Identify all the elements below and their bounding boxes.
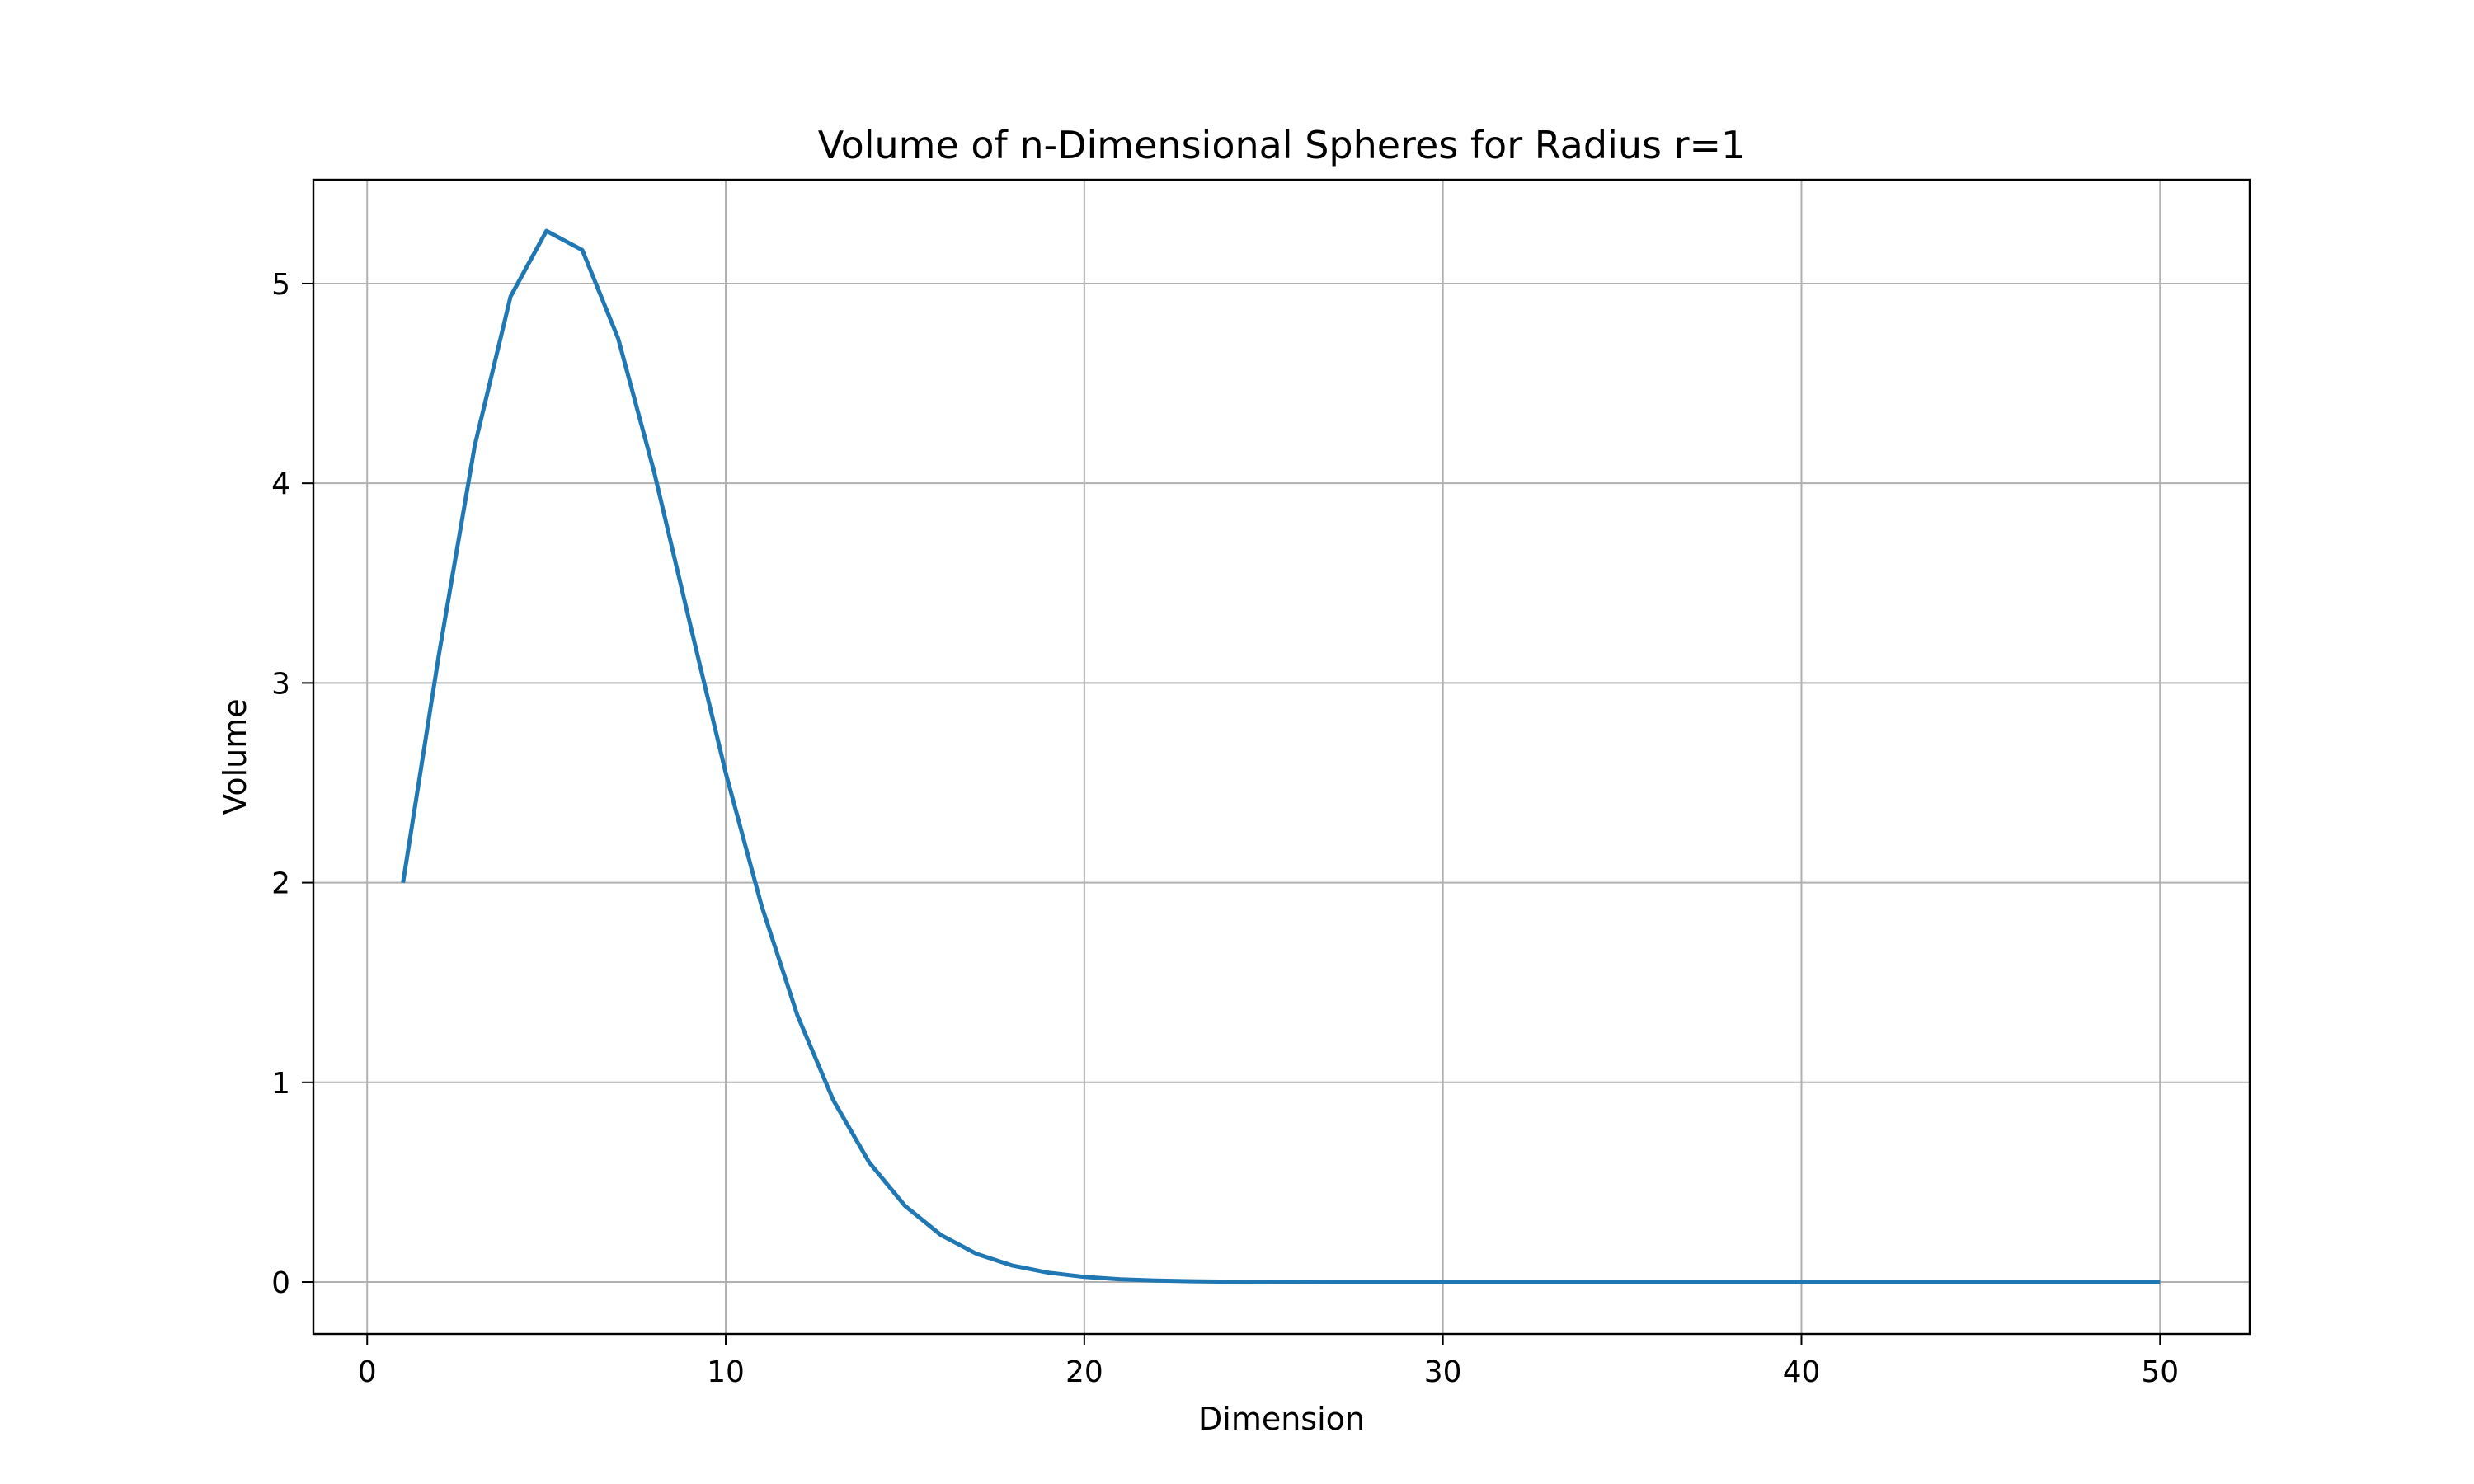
y-tick-label: 4: [271, 467, 290, 501]
x-axis-label: Dimension: [1198, 1401, 1365, 1437]
ticks: 0 10 20 30 40 50 0 1 2 3 4 5: [271, 268, 2179, 1389]
y-tick-label: 3: [271, 667, 290, 701]
x-tick-label: 10: [707, 1355, 745, 1389]
series-line: [401, 228, 2161, 1284]
x-tick-label: 30: [1424, 1355, 1462, 1389]
y-tick-label: 0: [271, 1266, 290, 1300]
x-tick-label: 40: [1783, 1355, 1821, 1389]
series-layer: [401, 228, 2161, 1284]
x-tick-label: 50: [2141, 1355, 2179, 1389]
chart-title: Volume of n-Dimensional Spheres for Radi…: [818, 123, 1746, 167]
y-tick-label: 1: [271, 1067, 290, 1101]
y-tick-label: 2: [271, 867, 290, 901]
y-tick-label: 5: [271, 268, 290, 302]
x-tick-label: 20: [1065, 1355, 1103, 1389]
plot-frame: [312, 178, 2251, 1336]
grid: [313, 180, 2250, 1334]
x-tick-label: 0: [358, 1355, 377, 1389]
y-axis-label: Volume: [217, 698, 253, 815]
